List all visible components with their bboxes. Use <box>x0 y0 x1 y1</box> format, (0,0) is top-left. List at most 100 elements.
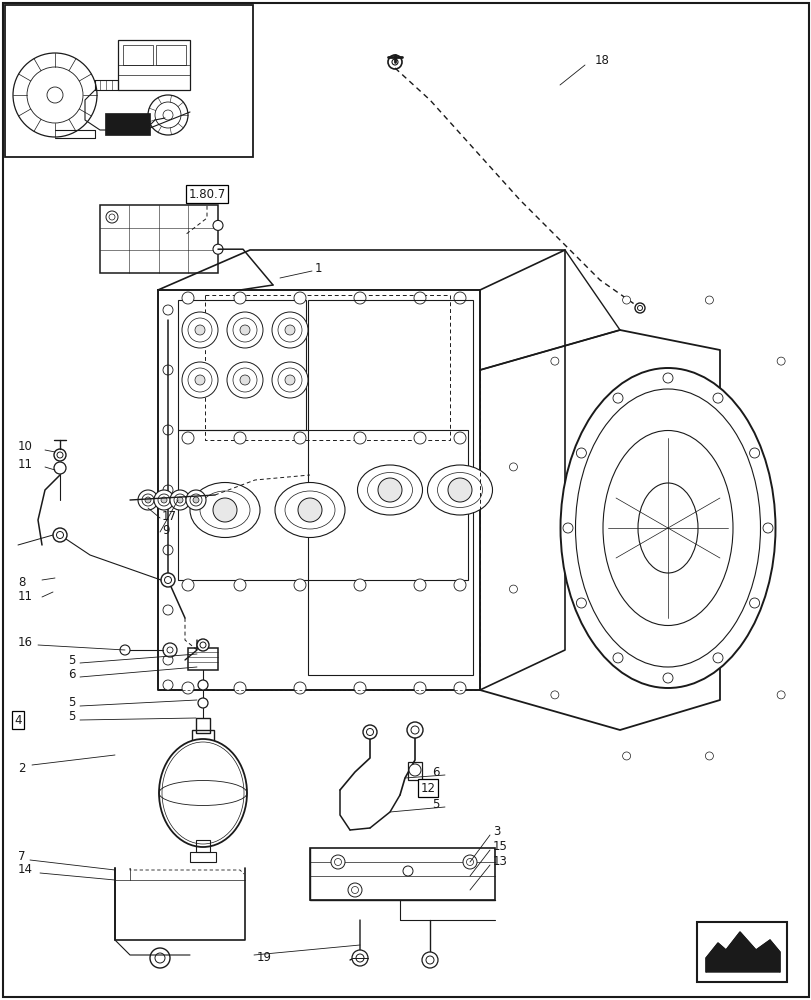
Circle shape <box>634 303 644 313</box>
Circle shape <box>227 312 263 348</box>
Circle shape <box>169 490 190 510</box>
Circle shape <box>195 375 204 385</box>
Circle shape <box>422 952 437 968</box>
Text: 10: 10 <box>18 440 32 454</box>
Circle shape <box>195 325 204 335</box>
Circle shape <box>406 722 423 738</box>
Circle shape <box>388 55 401 69</box>
Circle shape <box>285 375 294 385</box>
Bar <box>191 730 214 742</box>
Ellipse shape <box>275 483 345 538</box>
Circle shape <box>285 325 294 335</box>
Text: 6: 6 <box>68 668 75 680</box>
Circle shape <box>54 449 66 461</box>
Text: 2: 2 <box>18 762 25 774</box>
Circle shape <box>409 764 420 776</box>
Circle shape <box>163 305 173 315</box>
Circle shape <box>354 432 366 444</box>
Circle shape <box>197 639 208 651</box>
Bar <box>407 762 422 780</box>
Bar <box>100 205 217 273</box>
Circle shape <box>414 682 426 694</box>
Text: 18: 18 <box>594 54 609 67</box>
Circle shape <box>414 292 426 304</box>
Text: 13: 13 <box>492 855 507 868</box>
Bar <box>122 45 152 65</box>
Circle shape <box>576 448 586 458</box>
Circle shape <box>182 579 194 591</box>
Circle shape <box>193 497 199 503</box>
Ellipse shape <box>159 739 247 847</box>
Text: 3: 3 <box>492 825 500 838</box>
Circle shape <box>354 579 366 591</box>
Circle shape <box>198 698 208 708</box>
Circle shape <box>294 682 306 694</box>
Polygon shape <box>705 932 779 972</box>
Bar <box>178 300 306 430</box>
Circle shape <box>163 545 173 555</box>
Circle shape <box>54 462 66 474</box>
Circle shape <box>163 365 173 375</box>
Text: 7: 7 <box>18 850 25 863</box>
Circle shape <box>354 292 366 304</box>
Circle shape <box>163 485 173 495</box>
Circle shape <box>453 579 466 591</box>
Circle shape <box>363 725 376 739</box>
Circle shape <box>240 325 250 335</box>
Circle shape <box>198 680 208 690</box>
Circle shape <box>414 579 426 591</box>
Circle shape <box>776 691 784 699</box>
Circle shape <box>298 498 322 522</box>
Text: 5: 5 <box>431 797 439 810</box>
Circle shape <box>762 523 772 533</box>
Circle shape <box>272 312 307 348</box>
Circle shape <box>106 211 118 223</box>
Circle shape <box>550 357 558 365</box>
Circle shape <box>234 432 246 444</box>
Circle shape <box>622 296 630 304</box>
Circle shape <box>612 393 622 403</box>
Circle shape <box>749 598 758 608</box>
Circle shape <box>163 425 173 435</box>
Bar <box>194 742 212 750</box>
Circle shape <box>182 292 194 304</box>
Circle shape <box>227 362 263 398</box>
Text: 17: 17 <box>162 510 177 522</box>
Circle shape <box>612 653 622 663</box>
Bar <box>195 718 210 733</box>
Text: 14: 14 <box>18 863 33 876</box>
Circle shape <box>354 682 366 694</box>
Bar <box>307 300 473 675</box>
Circle shape <box>402 866 413 876</box>
Circle shape <box>550 691 558 699</box>
Circle shape <box>705 296 713 304</box>
Circle shape <box>163 605 173 615</box>
Circle shape <box>294 432 306 444</box>
Circle shape <box>53 528 67 542</box>
Circle shape <box>182 362 217 398</box>
Circle shape <box>212 244 223 254</box>
Circle shape <box>145 497 151 503</box>
Text: 15: 15 <box>492 840 507 853</box>
Circle shape <box>508 585 517 593</box>
Circle shape <box>163 680 173 690</box>
Circle shape <box>294 579 306 591</box>
Text: 6: 6 <box>431 766 439 778</box>
Circle shape <box>351 950 367 966</box>
Circle shape <box>453 292 466 304</box>
Circle shape <box>212 498 237 522</box>
Text: 1.80.7: 1.80.7 <box>188 188 225 201</box>
Circle shape <box>331 855 345 869</box>
Text: 4: 4 <box>15 713 22 726</box>
Circle shape <box>712 393 722 403</box>
Circle shape <box>177 497 182 503</box>
Circle shape <box>576 598 586 608</box>
Bar <box>696 922 786 982</box>
Circle shape <box>212 220 223 230</box>
Ellipse shape <box>357 465 422 515</box>
Circle shape <box>294 292 306 304</box>
Text: 11: 11 <box>18 590 33 603</box>
Circle shape <box>705 752 713 760</box>
Circle shape <box>182 312 217 348</box>
Text: 16: 16 <box>18 636 33 648</box>
